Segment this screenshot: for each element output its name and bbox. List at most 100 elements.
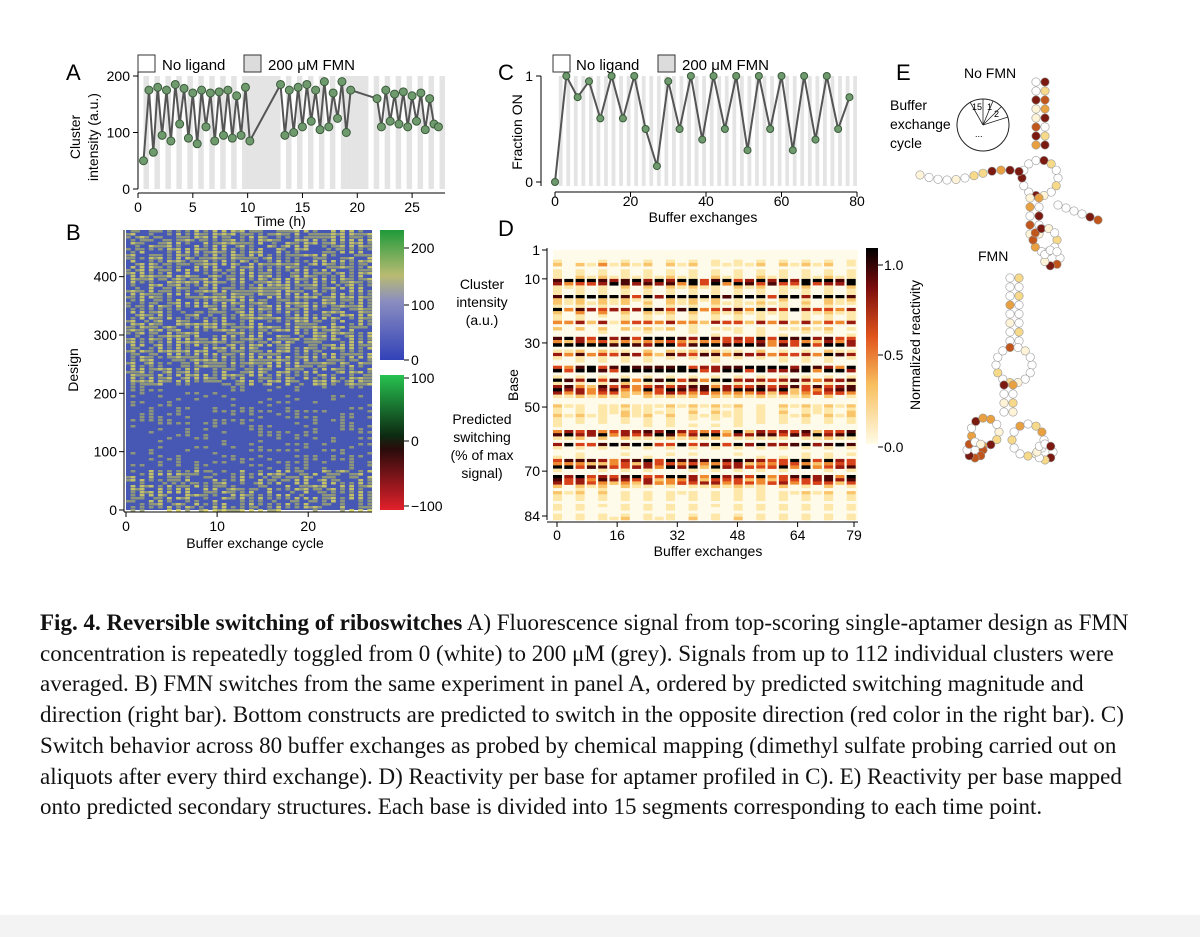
stripe-a: [406, 76, 413, 189]
heatmap-cell-b: [157, 329, 163, 332]
pie-num-1: 1: [987, 102, 992, 112]
heatmap-cell-b: [267, 449, 272, 452]
colorbar-reactivity: [866, 248, 878, 444]
heatmap-cell-b: [340, 236, 345, 239]
heatmap-cell-b: [189, 506, 195, 509]
heatmap-cell-b: [312, 428, 318, 431]
heatmap-cell-b: [221, 365, 227, 368]
heatmap-cell-d: [553, 449, 562, 453]
heatmap-cell-d: [620, 327, 630, 331]
heatmap-cell-b: [221, 233, 227, 236]
heatmap-cell-b: [353, 476, 359, 479]
heatmap-cell-b: [303, 485, 309, 488]
heatmap-cell-b: [230, 506, 236, 509]
heatmap-cell-b: [340, 272, 345, 275]
heatmap-cell-b: [276, 278, 282, 281]
heatmap-cell-b: [349, 233, 354, 236]
heatmap-cell-b: [171, 278, 177, 281]
heatmap-cell-b: [267, 269, 272, 272]
heatmap-cell-b: [139, 368, 145, 371]
heatmap-cell-b: [148, 470, 154, 473]
heatmap-cell-d: [756, 269, 766, 273]
heatmap-cell-b: [276, 437, 282, 440]
heatmap-cell-d: [824, 462, 834, 466]
heatmap-cell-b: [362, 233, 368, 236]
heatmap-cell-b: [303, 464, 309, 467]
heatmap-cell-b: [167, 362, 172, 365]
stripe-c: [581, 76, 586, 186]
heatmap-cell-d: [801, 388, 811, 392]
nucleotide-fmn: [1025, 352, 1035, 362]
heatmap-cell-b: [135, 335, 140, 338]
heatmap-cell-b: [157, 305, 163, 308]
heatmap-cell-d: [575, 275, 585, 280]
heatmap-cell-d: [688, 491, 698, 495]
data-point-a: [381, 85, 391, 95]
heatmap-cell-b: [135, 329, 140, 332]
caption-title: Fig. 4. Reversible switching of riboswit…: [40, 610, 463, 635]
heatmap-cell-b: [167, 263, 172, 266]
heatmap-cell-b: [267, 281, 272, 284]
heatmap-cell-d: [745, 343, 754, 347]
heatmap-cell-b: [258, 338, 263, 341]
heatmap-cell-b: [276, 461, 282, 464]
heatmap-cell-d: [835, 430, 845, 434]
heatmap-cell-b: [258, 329, 263, 332]
heatmap-cell-b: [185, 488, 190, 491]
heatmap-cell-d: [632, 478, 642, 482]
heatmap-cell-b: [148, 452, 154, 455]
heatmap-cell-d: [620, 413, 630, 418]
heatmap-cell-b: [148, 458, 154, 461]
heatmap-cell-d: [711, 413, 721, 418]
heatmap-cell-b: [230, 251, 236, 254]
heatmap-cell-d: [609, 298, 619, 302]
heatmap-cell-d: [711, 381, 721, 386]
heatmap-cell-b: [148, 485, 154, 488]
heatmap-cell-b: [212, 299, 218, 302]
heatmap-cell-b: [312, 377, 318, 380]
heatmap-cell-d: [846, 391, 856, 395]
heatmap-cell-b: [148, 353, 154, 356]
heatmap-cell-b: [276, 347, 282, 350]
heatmap-cell-b: [358, 470, 364, 473]
heatmap-cell-d: [801, 481, 811, 485]
heatmap-cell-d: [711, 288, 721, 293]
heatmap-cell-d: [722, 478, 732, 482]
heatmap-cell-d: [586, 320, 596, 325]
heatmap-cell-d: [835, 352, 845, 357]
heatmap-cell-d: [756, 262, 766, 267]
heatmap-cell-b: [294, 242, 300, 245]
heatmap-cell-d: [801, 295, 811, 299]
heatmap-cell-b: [180, 263, 186, 266]
heatmap-cell-d: [666, 253, 675, 257]
heatmap-cell-b: [217, 233, 222, 236]
heatmap-cell-b: [312, 500, 318, 503]
heatmap-cell-b: [226, 344, 231, 347]
heatmap-cell-b: [157, 380, 163, 383]
heatmap-cell-b: [303, 239, 309, 242]
heatmap-cell-d: [666, 404, 675, 408]
heatmap-cell-b: [230, 326, 236, 329]
heatmap-cell-b: [249, 497, 254, 500]
heatmap-cell-b: [267, 338, 272, 341]
heatmap-cell-b: [157, 488, 163, 491]
stripe-c: [717, 76, 722, 186]
heatmap-cell-b: [230, 296, 236, 299]
heatmap-cell-d: [654, 430, 664, 434]
heatmap-cell-b: [153, 353, 159, 356]
heatmap-cell-b: [139, 374, 145, 377]
heatmap-cell-b: [358, 371, 364, 374]
heatmap-cell-d: [688, 442, 698, 447]
nucleotide-nofmn: [1025, 220, 1035, 230]
heatmap-cell-d: [609, 349, 619, 354]
xtick-label-c: 60: [774, 193, 790, 209]
heatmap-cell-b: [203, 233, 209, 236]
heatmap-cell-b: [144, 374, 149, 377]
heatmap-cell-d: [824, 494, 834, 498]
heatmap-cell-d: [598, 275, 608, 280]
heatmap-cell-b: [180, 482, 186, 485]
heatmap-cell-b: [235, 341, 241, 344]
heatmap-cell-b: [167, 401, 172, 404]
heatmap-cell-d: [824, 417, 834, 421]
heatmap-cell-b: [285, 494, 291, 497]
